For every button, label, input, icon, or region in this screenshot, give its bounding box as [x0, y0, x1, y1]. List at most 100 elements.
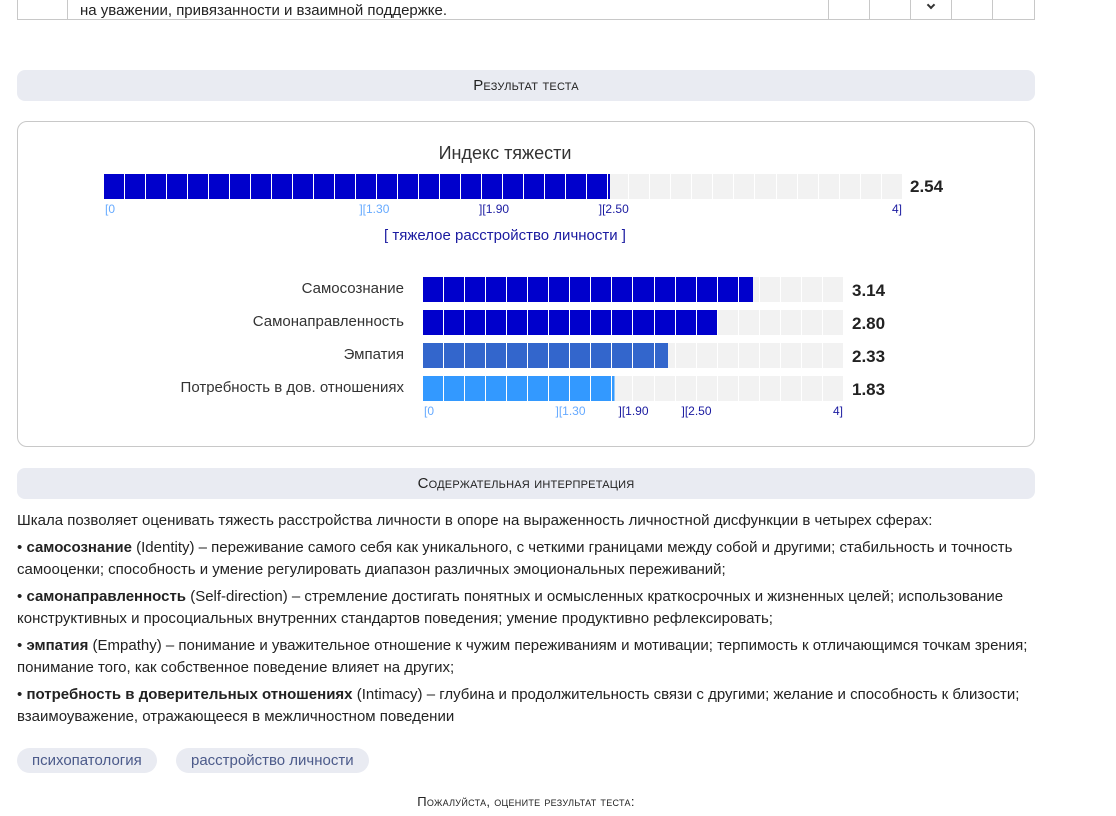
bar-cell [612, 310, 633, 335]
tag-personality-disorder[interactable]: расстройство личности [176, 748, 369, 773]
bar-cell [377, 174, 398, 199]
bar-cell [696, 310, 717, 335]
answer-cell[interactable] [993, 0, 1034, 19]
bar-cell [633, 277, 654, 302]
bar-cell [738, 343, 759, 368]
bar-cell [570, 277, 591, 302]
bar-cell [654, 343, 675, 368]
bar-cell [759, 343, 780, 368]
bar-cell [633, 310, 654, 335]
bar-cell [675, 343, 696, 368]
bar-cell [612, 343, 633, 368]
tag-psychopathology[interactable]: психопатология [17, 748, 157, 773]
tick-label: ][1.30 [555, 404, 586, 418]
bar-cell [444, 343, 465, 368]
tick-label: 4] [833, 404, 844, 418]
interpretation-item-empathy: • эмпатия (Empathy) – понимание и уважит… [17, 635, 1037, 679]
answer-cell[interactable] [952, 0, 993, 19]
bar-cell [486, 277, 507, 302]
bar-cell [465, 343, 486, 368]
bar-cell [549, 343, 570, 368]
bar-cell [801, 310, 822, 335]
scale-label-intimacy: Потребность в дов. отношениях [180, 379, 404, 396]
bar-cell [881, 174, 902, 199]
bar-cell [125, 174, 146, 199]
tick-label: ][1.90 [479, 202, 510, 216]
term: эмпатия [26, 637, 89, 654]
bar-cell [822, 343, 843, 368]
bar-cell [104, 174, 125, 199]
scale-score-intimacy: 1.83 [852, 380, 886, 399]
scale-label-empathy: Эмпатия [343, 346, 404, 363]
bar-cell [587, 174, 608, 199]
scale-label-self-direction: Самонаправленность [252, 313, 404, 330]
bar-cell [633, 376, 654, 401]
bar-cell [839, 174, 860, 199]
questionnaire-table-last-row: на уважении, привязанности и взаимной по… [17, 0, 1035, 20]
bar-cell [272, 174, 293, 199]
bar-cell [444, 310, 465, 335]
bar-cell [801, 343, 822, 368]
bar-cell [566, 174, 587, 199]
bar-cell [717, 343, 738, 368]
bar-cell [801, 376, 822, 401]
bar-cell [650, 174, 671, 199]
bullet: • [17, 539, 23, 556]
scale-bar-self-direction [423, 310, 843, 335]
bar-cell [612, 376, 633, 401]
bar-cell [822, 310, 843, 335]
severity-index-ticks: [0][1.30][1.90][2.50 4] [104, 202, 902, 216]
scale-score-identity: 3.14 [852, 281, 886, 300]
bar-cell [528, 310, 549, 335]
bar-cell [797, 174, 818, 199]
bar-cell [549, 310, 570, 335]
bar-cell [692, 174, 713, 199]
bar-cell [633, 343, 654, 368]
scale-score-empathy: 2.33 [852, 347, 886, 366]
bar-cell [398, 174, 419, 199]
bar-cell [696, 376, 717, 401]
tick-label: ][2.50 [598, 202, 629, 216]
bar-cell [822, 376, 843, 401]
bar-cell [423, 376, 444, 401]
answer-cell-selected[interactable] [911, 0, 952, 19]
bar-cell [675, 277, 696, 302]
bar-cell [717, 310, 738, 335]
bar-cell [822, 277, 843, 302]
interpretation-section-header: Содержательная интерпретация [17, 468, 1035, 499]
bar-cell [444, 277, 465, 302]
result-section-header: Результат теста [17, 70, 1035, 101]
bar-cell [251, 174, 272, 199]
bar-cell [734, 174, 755, 199]
bar-cell [482, 174, 503, 199]
bar-cell [570, 310, 591, 335]
bar-cell [486, 310, 507, 335]
rate-result-prompt: Пожалуйста, оцените результат теста: [417, 794, 635, 809]
bar-cell [423, 277, 444, 302]
bar-cell [860, 174, 881, 199]
bar-cell [465, 277, 486, 302]
bar-cell [423, 310, 444, 335]
term: потребность в доверительных отношениях [26, 686, 353, 703]
bar-cell [444, 376, 465, 401]
bar-cell [503, 174, 524, 199]
bar-cell [440, 174, 461, 199]
bar-cell [465, 376, 486, 401]
bar-cell [486, 343, 507, 368]
bar-cell [780, 343, 801, 368]
scale-bar-identity [423, 277, 843, 302]
bar-cell [591, 277, 612, 302]
tick-label: [0 [105, 202, 116, 216]
bar-cell [755, 174, 776, 199]
bar-cell [293, 174, 314, 199]
bar-cell [612, 277, 633, 302]
bar-cell [591, 310, 612, 335]
severity-index-bar [104, 174, 902, 199]
answer-cell[interactable] [870, 0, 911, 19]
answer-cell[interactable] [829, 0, 870, 19]
row-number-cell [18, 0, 68, 19]
bar-cell [486, 376, 507, 401]
interpretation-item-identity: • самосознание (Identity) – переживание … [17, 537, 1037, 581]
bar-cell [528, 376, 549, 401]
definition: (Self-direction) – стремление достигать … [17, 588, 1004, 627]
